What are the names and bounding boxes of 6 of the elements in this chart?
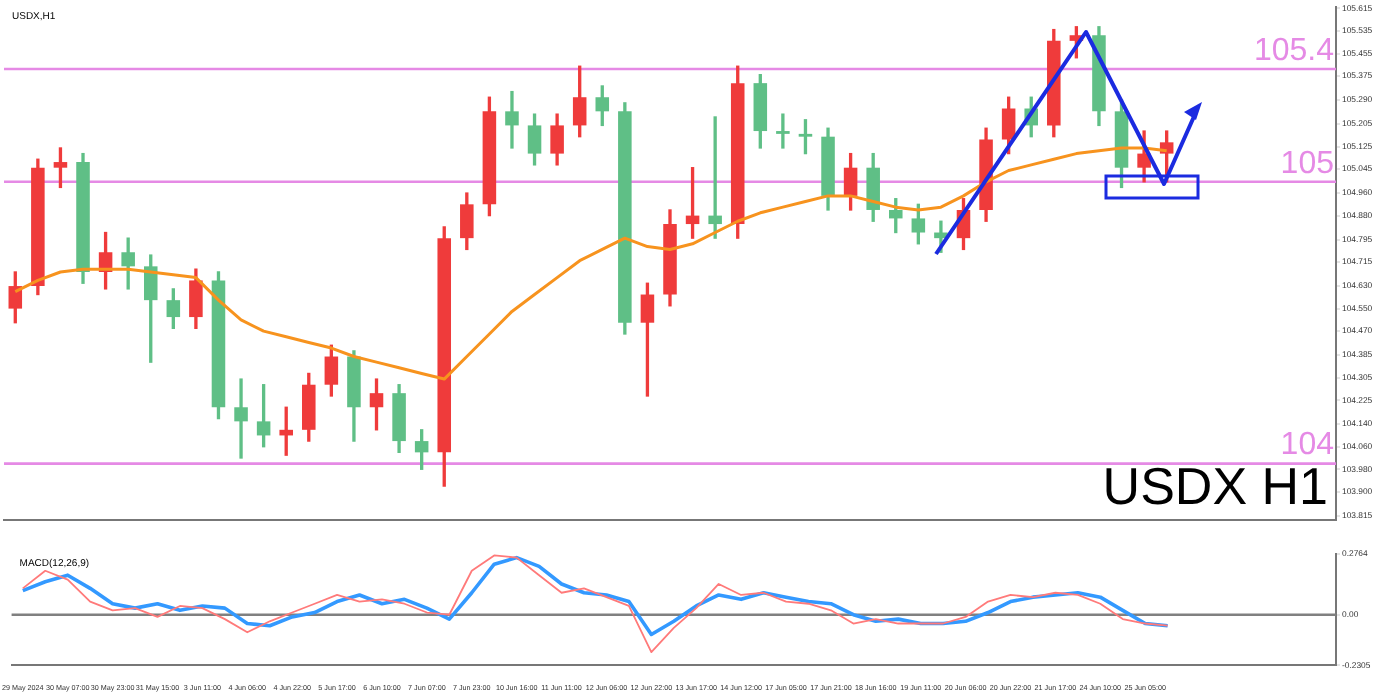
- candlestick: [234, 378, 248, 459]
- candlestick: [776, 113, 790, 149]
- ref-line-label: 105.4: [1253, 33, 1335, 68]
- ref-line-label: 105: [1280, 146, 1335, 181]
- candlestick: [505, 90, 519, 149]
- candlestick: [708, 116, 722, 239]
